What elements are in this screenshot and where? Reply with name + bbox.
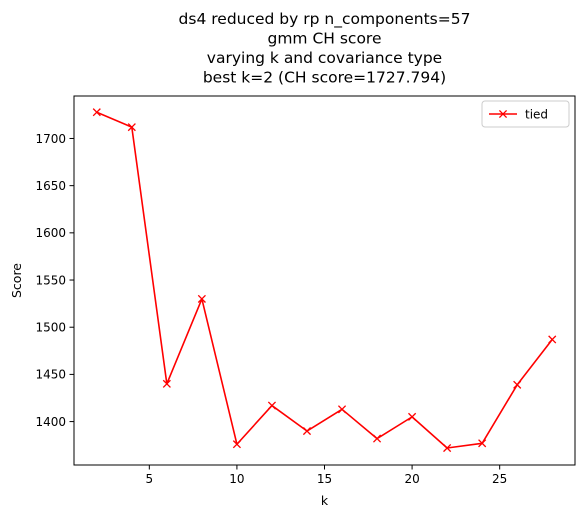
- y-axis-ticks: 1400 1450 1500 1550 1600 1650 1700: [35, 132, 74, 429]
- y-tick-label: 1500: [35, 321, 66, 335]
- x-axis-ticks: 5 10 15 20 25: [146, 465, 507, 486]
- data-point: [408, 412, 417, 421]
- legend-label: tied: [525, 107, 548, 121]
- x-axis-label: k: [321, 493, 329, 508]
- data-point: [513, 380, 522, 389]
- data-point: [197, 294, 206, 303]
- x-tick-label: 10: [229, 472, 244, 486]
- data-point: [372, 434, 382, 443]
- data-point: [162, 379, 171, 388]
- data-point: [232, 440, 241, 449]
- y-tick-label: 1550: [35, 273, 66, 287]
- legend-marker: [498, 109, 508, 119]
- data-point: [443, 443, 452, 453]
- title-line: varying k and covariance type: [207, 49, 442, 67]
- data-point: [267, 401, 277, 410]
- data-point: [302, 426, 312, 436]
- x-tick-label: 25: [492, 472, 507, 486]
- y-tick-label: 1450: [35, 368, 66, 382]
- y-tick-label: 1600: [35, 226, 66, 240]
- data-point: [478, 439, 487, 448]
- plot-area: [73, 95, 576, 466]
- series-line: [96, 111, 553, 449]
- title-line: ds4 reduced by rp n_components=57: [179, 10, 471, 29]
- y-tick-label: 1650: [35, 179, 66, 193]
- data-point: [337, 405, 347, 414]
- y-tick-label: 1400: [35, 415, 66, 429]
- data-point: [548, 335, 557, 344]
- legend: tied: [481, 100, 570, 128]
- x-tick-label: 5: [146, 472, 154, 486]
- title-line: best k=2 (CH score=1727.794): [203, 69, 446, 87]
- series-group: [92, 108, 557, 453]
- y-tick-label: 1700: [35, 132, 66, 146]
- x-tick-label: 20: [404, 472, 419, 486]
- data-point: [127, 123, 136, 132]
- title-line: gmm CH score: [267, 30, 381, 48]
- legend-box: [481, 100, 570, 128]
- y-axis-label: Score: [9, 263, 24, 298]
- x-tick-label: 15: [317, 472, 332, 486]
- data-point: [92, 108, 101, 117]
